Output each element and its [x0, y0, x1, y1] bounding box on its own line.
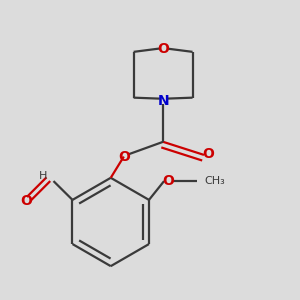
- Text: O: O: [202, 147, 214, 161]
- Text: CH₃: CH₃: [205, 176, 225, 186]
- Text: O: O: [21, 194, 33, 208]
- Text: O: O: [118, 149, 130, 164]
- Text: H: H: [39, 171, 47, 181]
- Text: O: O: [162, 174, 174, 188]
- Text: O: O: [157, 42, 169, 56]
- Text: N: N: [157, 94, 169, 108]
